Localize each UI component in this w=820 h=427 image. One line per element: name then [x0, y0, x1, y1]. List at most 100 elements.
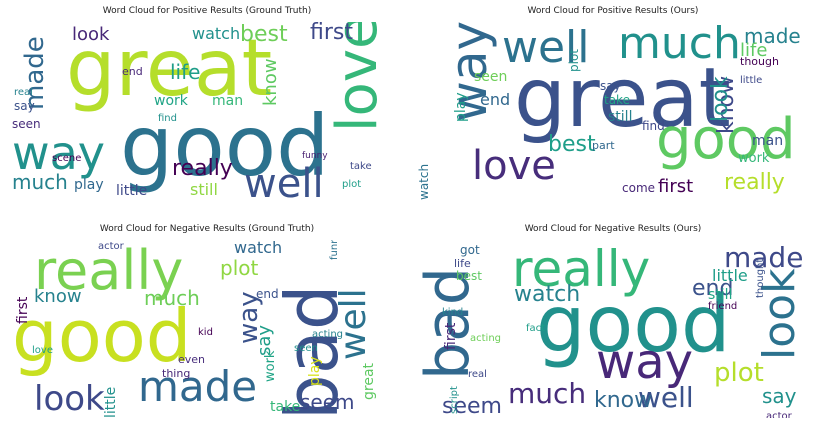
panel-title: Word Cloud for Positive Results (Ours)	[527, 6, 699, 16]
cloud-word: end	[692, 276, 734, 301]
cloud-word: man	[752, 133, 784, 149]
cloud-word: friend	[708, 301, 738, 312]
cloud-word: know	[34, 286, 82, 307]
cloud-word: real	[468, 369, 487, 380]
cloud-word: though	[740, 55, 779, 68]
cloud-word: say	[762, 384, 797, 408]
cloud-word: thought	[755, 258, 766, 298]
cloud-word: good	[120, 97, 330, 195]
cloud-word: life	[454, 257, 471, 270]
panel-title: Word Cloud for Positive Results (Ground …	[102, 6, 312, 16]
cloud-word: actor	[766, 411, 792, 419]
cloud-word: find	[158, 113, 177, 124]
cloud-word: well	[244, 161, 324, 200]
cloud-word: love	[472, 143, 556, 189]
cloud-word: really	[172, 156, 233, 181]
cloud-word: really	[724, 170, 785, 195]
cloud-word: best	[456, 269, 482, 283]
word-cloud-positive-ground-truth: great good way love well made really bes…	[12, 22, 402, 200]
cloud-word: great	[514, 51, 731, 146]
cloud-word: first	[15, 296, 31, 324]
cloud-word: funny	[329, 240, 340, 260]
cloud-word: first	[310, 22, 353, 45]
cloud-word: script	[449, 386, 460, 414]
cloud-word: seen	[12, 117, 41, 131]
cloud-word: good	[656, 107, 796, 172]
cloud-word: best	[548, 132, 596, 157]
cloud-word: still	[190, 180, 218, 199]
cloud-word: fact	[526, 323, 546, 334]
cloud-word: seem	[442, 394, 502, 418]
cloud-word: take	[350, 161, 372, 172]
cloud-word: take	[604, 93, 630, 107]
cloud-word: much	[618, 22, 741, 69]
cloud-word: actor	[98, 241, 124, 252]
cloud-word: take	[270, 399, 301, 415]
cloud-word: look	[708, 76, 733, 122]
cloud-word: acting	[470, 333, 502, 344]
cloud-word: work	[738, 151, 770, 166]
panel-title: Word Cloud for Negative Results (Ours)	[524, 224, 702, 234]
cloud-word: say	[600, 79, 621, 93]
cloud-word: well	[638, 381, 694, 414]
cloud-word: love	[32, 345, 53, 356]
cloud-word: way	[12, 126, 106, 180]
cloud-word: good	[12, 294, 192, 378]
cloud-word: work	[263, 350, 278, 382]
cloud-word: kind	[442, 307, 464, 318]
cloud-word: little	[712, 266, 748, 285]
cloud-word: seen	[474, 69, 508, 85]
cloud-word: well	[502, 22, 590, 73]
cloud-word: little	[103, 386, 119, 418]
cloud-word: plot	[220, 256, 259, 280]
cloud-word: first	[443, 322, 459, 350]
cloud-word: play	[453, 92, 469, 122]
cloud-word: find	[642, 119, 665, 133]
cloud-word: still	[608, 109, 633, 125]
cloud-word: great	[361, 362, 377, 400]
word-cloud-positive-ours: great well much good way love best made …	[418, 22, 808, 200]
cloud-word: work	[154, 93, 188, 109]
cloud-word: really	[512, 240, 651, 298]
cloud-word: way	[596, 334, 694, 390]
cloud-word: end	[480, 90, 511, 109]
cloud-word: plot	[714, 358, 764, 388]
cloud-word: part	[592, 139, 615, 152]
cloud-word: know	[260, 58, 281, 106]
cloud-word: still	[708, 287, 733, 303]
cloud-word: got	[460, 243, 480, 257]
cloud-word: say	[14, 99, 35, 113]
cloud-word: acting	[312, 329, 344, 340]
cloud-word: plot	[567, 49, 581, 72]
word-cloud-negative-ours: good bad really way look made much well …	[418, 240, 808, 418]
cloud-word: kid	[198, 327, 213, 338]
cloud-word: watch	[514, 282, 581, 307]
cloud-word: good	[536, 280, 731, 370]
cloud-word: much	[12, 170, 68, 194]
cloud-word: much	[508, 377, 587, 410]
cloud-word: life	[170, 60, 201, 84]
cloud-word: funny	[302, 151, 328, 161]
cloud-word: scene	[52, 153, 82, 164]
cloud-word: end	[122, 65, 143, 78]
cloud-word: life	[740, 40, 768, 61]
panel-title: Word Cloud for Negative Results (Ground …	[99, 224, 315, 234]
cloud-word: first	[658, 176, 694, 197]
cloud-word: little	[740, 75, 763, 86]
cloud-word: even	[178, 353, 206, 366]
cloud-word: play	[307, 356, 323, 386]
cloud-word: look	[72, 24, 110, 45]
cloud-word: much	[144, 286, 200, 310]
cloud-word: watch	[234, 240, 283, 257]
cloud-word: great	[66, 24, 273, 114]
cloud-word: real	[14, 87, 33, 98]
cloud-word: look	[34, 379, 105, 418]
cloud-word: man	[212, 93, 244, 109]
cloud-word: come	[622, 181, 656, 195]
word-cloud-negative-ground-truth: good really bad made look well way much …	[12, 240, 402, 418]
cloud-word: end	[256, 287, 279, 301]
cloud-word: plot	[342, 179, 362, 190]
cloud-word: know	[594, 388, 653, 413]
cloud-word: really	[34, 240, 184, 302]
cloud-word: seen	[294, 343, 318, 354]
